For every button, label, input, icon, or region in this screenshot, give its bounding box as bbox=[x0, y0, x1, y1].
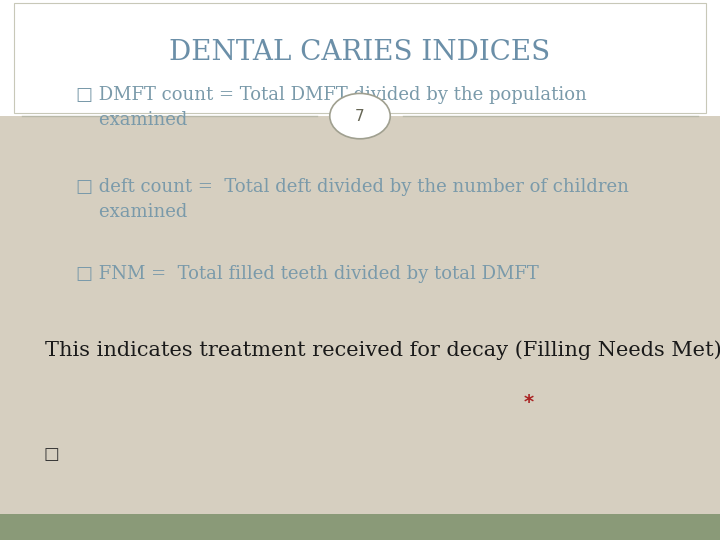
Text: DENTAL CARIES INDICES: DENTAL CARIES INDICES bbox=[169, 39, 551, 66]
FancyBboxPatch shape bbox=[0, 514, 720, 540]
FancyBboxPatch shape bbox=[0, 0, 720, 116]
Text: □ FNM =  Total filled teeth divided by total DMFT: □ FNM = Total filled teeth divided by to… bbox=[76, 265, 539, 282]
Text: This indicates treatment received for decay (Filling Needs Met): This indicates treatment received for de… bbox=[45, 340, 720, 360]
Text: □ deft count =  Total deft divided by the number of children
    examined: □ deft count = Total deft divided by the… bbox=[76, 178, 629, 221]
Text: □: □ bbox=[44, 444, 60, 463]
Circle shape bbox=[330, 93, 390, 139]
Text: 7: 7 bbox=[355, 109, 365, 124]
Text: *: * bbox=[524, 393, 534, 412]
FancyBboxPatch shape bbox=[0, 116, 720, 514]
Text: □ DMFT count = Total DMFT divided by the population
    examined: □ DMFT count = Total DMFT divided by the… bbox=[76, 86, 586, 130]
